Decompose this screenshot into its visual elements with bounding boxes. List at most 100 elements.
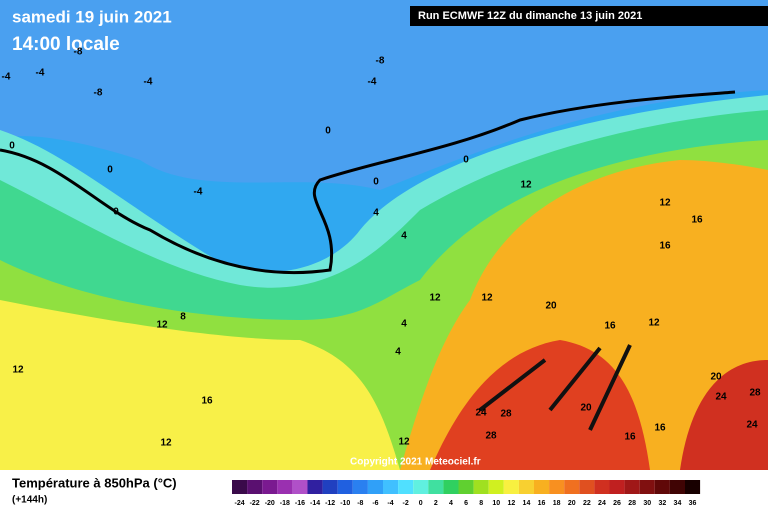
flow-arrows bbox=[478, 344, 632, 431]
scale-tick-label: -4 bbox=[387, 500, 393, 507]
contour-label: -4 bbox=[36, 68, 45, 79]
zero-isotherm bbox=[0, 90, 736, 275]
hot-region-east bbox=[680, 360, 768, 470]
contour-label: 0 bbox=[325, 126, 331, 137]
contour-label: 16 bbox=[654, 423, 666, 434]
scale-swatch bbox=[443, 480, 459, 494]
contour-label: 24 bbox=[746, 420, 758, 431]
scale-swatch bbox=[383, 480, 399, 494]
contour-label: -4 bbox=[144, 77, 153, 88]
contour-label: 0 bbox=[113, 207, 119, 218]
contour-label: 12 bbox=[398, 437, 410, 448]
scale-swatch bbox=[322, 480, 338, 494]
contour-label: 12 bbox=[648, 318, 660, 329]
contour-label: 12 bbox=[481, 293, 493, 304]
contour-label: 20 bbox=[710, 372, 722, 383]
scale-tick-label: -14 bbox=[310, 500, 320, 507]
contour-label: 24 bbox=[715, 392, 727, 403]
scale-tick-label: 12 bbox=[507, 500, 515, 507]
scale-swatch bbox=[337, 480, 353, 494]
cold-region bbox=[0, 0, 768, 190]
scale-swatch bbox=[639, 480, 655, 494]
scale-tick-label: 8 bbox=[479, 500, 483, 507]
scale-tick-label: -8 bbox=[357, 500, 363, 507]
scale-swatch bbox=[413, 480, 429, 494]
scale-tick-label: -6 bbox=[372, 500, 378, 507]
scale-tick-label: 36 bbox=[689, 500, 697, 507]
scale-tick-label: 14 bbox=[523, 500, 531, 507]
scale-swatch bbox=[564, 480, 580, 494]
copyright: Copyright 2021 Meteociel.fr bbox=[350, 457, 481, 468]
scale-tick-label: -12 bbox=[325, 500, 335, 507]
scale-swatch bbox=[534, 480, 550, 494]
contour-label: 16 bbox=[624, 432, 636, 443]
contour-label: 16 bbox=[659, 241, 671, 252]
scale-tick-label: 32 bbox=[658, 500, 666, 507]
contour-label: 12 bbox=[12, 365, 24, 376]
scale-tick-label: 28 bbox=[628, 500, 636, 507]
contour-label: 0 bbox=[463, 155, 469, 166]
scale-tick-label: 34 bbox=[674, 500, 682, 507]
yellow-region bbox=[0, 300, 400, 470]
contour-label: 12 bbox=[659, 198, 671, 209]
scale-tick-label: 26 bbox=[613, 500, 621, 507]
scale-swatch bbox=[277, 480, 293, 494]
scale-swatch bbox=[352, 480, 368, 494]
scale-swatch bbox=[685, 480, 701, 494]
scale-tick-label: -24 bbox=[234, 500, 244, 507]
contour-label: 4 bbox=[401, 231, 407, 242]
contour-label: 16 bbox=[604, 321, 616, 332]
scale-swatch bbox=[594, 480, 610, 494]
scale-swatch bbox=[518, 480, 534, 494]
contour-label: 4 bbox=[395, 347, 401, 358]
contour-label: 24 bbox=[475, 408, 487, 419]
scale-tick-label: 18 bbox=[553, 500, 561, 507]
contour-label: 8 bbox=[180, 312, 186, 323]
contour-label: 4 bbox=[401, 319, 407, 330]
contour-label: 16 bbox=[691, 215, 703, 226]
scale-tick-label: 4 bbox=[449, 500, 453, 507]
contour-label: -8 bbox=[74, 47, 83, 58]
time-label: 14:00 locale bbox=[12, 34, 120, 55]
contour-label: 28 bbox=[749, 388, 761, 399]
scale-tick-label: -22 bbox=[250, 500, 260, 507]
run-box bbox=[410, 6, 768, 26]
contour-label: 12 bbox=[429, 293, 441, 304]
contour-label: 12 bbox=[156, 320, 168, 331]
scale-tick-label: 6 bbox=[464, 500, 468, 507]
lead-time: (+144h) bbox=[12, 495, 47, 506]
scale-swatch bbox=[232, 480, 248, 494]
scale-swatch bbox=[609, 480, 625, 494]
scale-swatch bbox=[503, 480, 519, 494]
scale-tick-label: -10 bbox=[340, 500, 350, 507]
scale-swatch bbox=[624, 480, 640, 494]
scale-tick-label: 0 bbox=[419, 500, 423, 507]
scale-tick-label: 2 bbox=[434, 500, 438, 507]
scale-tick-label: -16 bbox=[295, 500, 305, 507]
scale-tick-label: 16 bbox=[538, 500, 546, 507]
scale-tick-label: -18 bbox=[280, 500, 290, 507]
scale-tick-label: 10 bbox=[492, 500, 500, 507]
scale-swatch bbox=[307, 480, 323, 494]
contour-label: 0 bbox=[107, 165, 113, 176]
date-label: samedi 19 juin 2021 bbox=[12, 7, 172, 26]
scale-tick-label: 24 bbox=[598, 500, 606, 507]
scale-swatch bbox=[247, 480, 263, 494]
scale-tick-label: 30 bbox=[643, 500, 651, 507]
contour-label: -8 bbox=[94, 88, 103, 99]
scale-swatch bbox=[367, 480, 383, 494]
hot-region bbox=[430, 340, 650, 470]
contour-label: 20 bbox=[580, 403, 592, 414]
contour-label: -8 bbox=[376, 56, 385, 67]
scale-swatch bbox=[669, 480, 685, 494]
contour-label: 28 bbox=[485, 431, 497, 442]
contour-label: 12 bbox=[520, 180, 532, 191]
contour-label: -4 bbox=[194, 187, 203, 198]
scale-tick-label: 22 bbox=[583, 500, 591, 507]
footer-title: Température à 850hPa (°C) bbox=[12, 475, 177, 490]
scale-swatch bbox=[549, 480, 565, 494]
scale-swatch bbox=[654, 480, 670, 494]
contour-label: 0 bbox=[9, 141, 15, 152]
scale-tick-label: 20 bbox=[568, 500, 576, 507]
